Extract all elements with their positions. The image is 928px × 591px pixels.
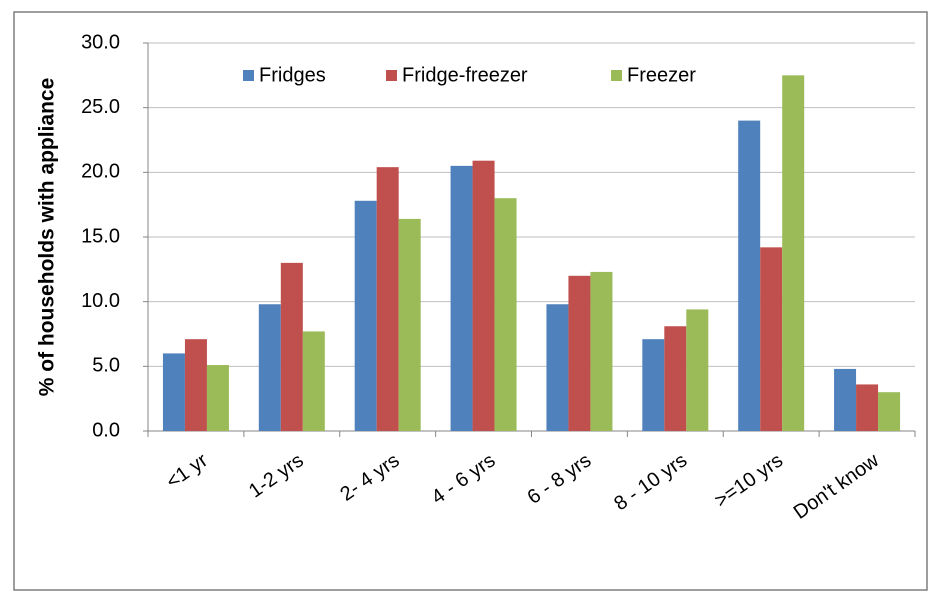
bar [878,392,901,431]
legend-label: Freezer [627,64,696,86]
bar [494,198,517,431]
bar [760,247,783,431]
y-tick-label: 20.0 [81,161,120,183]
bar [664,326,687,431]
y-axis-label: % of households with appliance [36,78,59,397]
bar [398,218,421,431]
bar [472,160,495,431]
bar [546,304,569,431]
bar [450,165,473,431]
bar [834,368,857,431]
y-tick-label: 10.0 [81,290,120,312]
bar [354,200,377,431]
bar [686,309,709,431]
legend-swatch [243,70,254,81]
bar [568,275,591,431]
bar [184,339,207,431]
bar [376,167,399,431]
y-tick-label: 0.0 [92,419,120,441]
bar [206,365,229,431]
legend-label: Fridge-freezer [402,64,528,86]
legend-label: Fridges [259,64,326,86]
bar [162,353,185,431]
bar [782,75,805,431]
bar [856,384,879,431]
bar [280,262,303,431]
y-tick-label: 15.0 [81,225,120,247]
bar [738,120,761,431]
bar [258,304,281,431]
bar [590,271,613,431]
y-tick-label: 30.0 [81,31,120,53]
y-tick-label: 25.0 [81,96,120,118]
legend-swatch [386,70,397,81]
y-tick-label: 5.0 [92,355,120,377]
bar [642,339,665,431]
bar [302,331,325,431]
legend-swatch [611,70,622,81]
